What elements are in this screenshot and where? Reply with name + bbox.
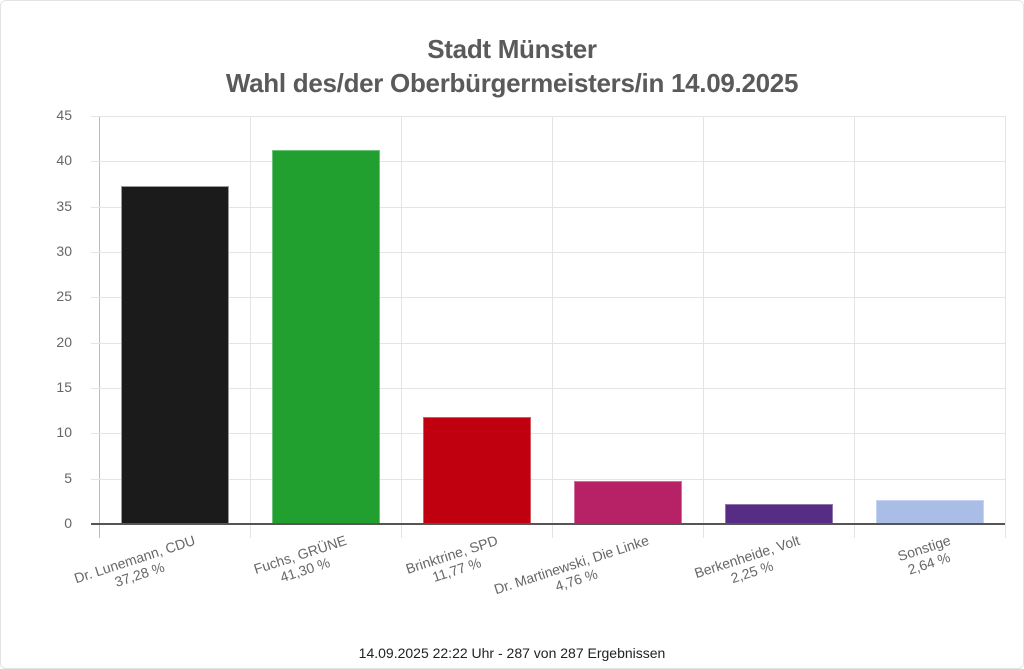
grid-line xyxy=(91,478,1005,480)
bar-dr-lunemann-cdu[interactable] xyxy=(120,186,229,524)
bar-dr-martinewski-die-linke[interactable] xyxy=(573,480,682,524)
y-axis xyxy=(99,116,100,538)
grid-line xyxy=(703,116,704,538)
y-tick-label: 20 xyxy=(56,333,72,350)
bar-berkenheide-volt[interactable] xyxy=(724,503,833,524)
bar-fuchs-gr-ne[interactable] xyxy=(271,149,380,524)
x-axis xyxy=(91,523,1005,525)
y-tick-label: 0 xyxy=(64,515,72,531)
results-footer: 14.09.2025 22:22 Uhr - 287 von 287 Ergeb… xyxy=(358,645,666,661)
grid-line xyxy=(552,116,553,538)
grid-line xyxy=(91,433,1005,435)
grid-line xyxy=(250,116,251,538)
bar-sonstige[interactable] xyxy=(875,500,984,524)
grid-line xyxy=(91,297,1005,299)
bar-brinktrine-spd[interactable] xyxy=(422,417,531,524)
chart-subtitle: Wahl des/der Oberbürgermeisters/in 14.09… xyxy=(225,68,799,98)
y-tick-label: 15 xyxy=(56,379,72,395)
grid-line xyxy=(91,161,1005,163)
grid-line xyxy=(1005,116,1006,538)
grid-line xyxy=(854,116,855,538)
y-tick-label: 10 xyxy=(56,424,72,441)
grid-line xyxy=(401,116,402,538)
grid-line xyxy=(91,206,1005,208)
plot-area: 0 5 10 15 20 25 30 35 40 45 xyxy=(56,107,1006,538)
y-tick-label: 45 xyxy=(56,107,72,123)
grid-line xyxy=(91,116,1005,117)
y-tick-label: 30 xyxy=(56,243,72,259)
y-tick-label: 35 xyxy=(56,197,72,214)
y-tick-label: 25 xyxy=(56,288,72,305)
y-tick-label: 5 xyxy=(64,469,72,486)
grid-line xyxy=(91,252,1005,253)
y-tick-label: 40 xyxy=(56,152,72,169)
chart-title: Stadt Münster xyxy=(427,34,597,64)
grid-line xyxy=(91,388,1005,389)
grid-line xyxy=(91,342,1005,344)
